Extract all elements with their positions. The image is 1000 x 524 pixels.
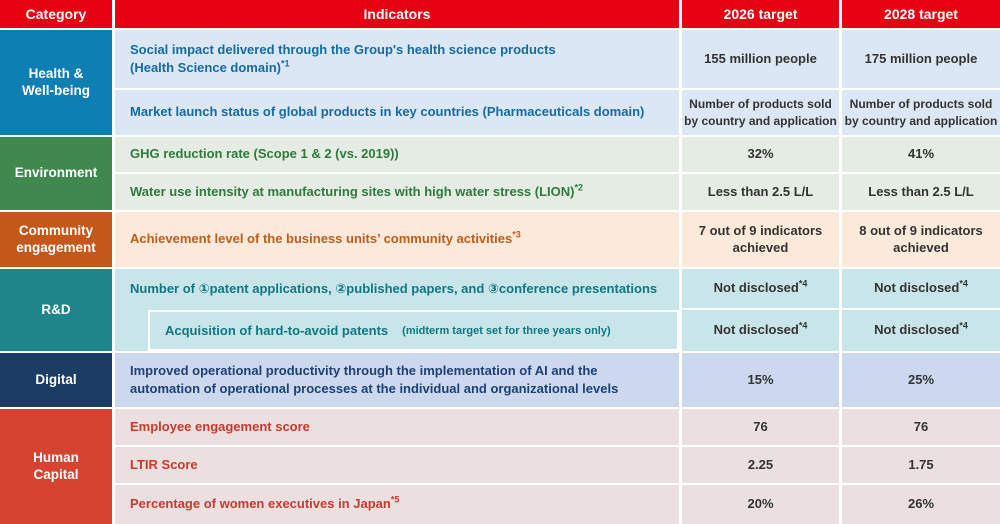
table-row: Market launch status of global products …: [115, 90, 1000, 135]
category-cell-digital: Digital: [0, 353, 112, 407]
target-2026-cell: 155 million people: [682, 30, 839, 88]
target-2028-cell: Number of products sold by country and a…: [842, 90, 1000, 135]
section-human-capital: Human Capital Employee engagement score …: [0, 409, 1000, 524]
target-2026-cell: Less than 2.5 L/L: [682, 174, 839, 210]
indicator-cell: GHG reduction rate (Scope 1 & 2 (vs. 201…: [115, 137, 679, 172]
target-2028-cell: Less than 2.5 L/L: [842, 174, 1000, 210]
sub-indicator-box: Acquisition of hard-to-avoid patents (mi…: [148, 310, 679, 351]
sub-indicator-note: (midterm target set for three years only…: [402, 324, 611, 337]
section-environment: Environment GHG reduction rate (Scope 1 …: [0, 137, 1000, 210]
target-2028-cell: 25%: [842, 353, 1000, 407]
header-indicators: Indicators: [115, 0, 679, 28]
target-2028-cell: 175 million people: [842, 30, 1000, 88]
indicator-cell: Market launch status of global products …: [115, 90, 679, 135]
target-2026-cell: 32%: [682, 137, 839, 172]
indicator-cell: Number of ①patent applications, ②publish…: [130, 280, 658, 296]
header-category: Category: [0, 0, 112, 28]
sub-indicator-label: Acquisition of hard-to-avoid patents: [165, 323, 389, 338]
target-2026-cell: 76: [682, 409, 839, 445]
target-2026-cell: 2.25: [682, 447, 839, 483]
target-2028-cell: Not disclosed*4: [842, 269, 1000, 308]
target-2028-cell: 76: [842, 409, 1000, 445]
table-row: Employee engagement score 76 76: [115, 409, 1000, 445]
target-2026-cell: 20%: [682, 485, 839, 524]
footnote-marker: *4: [798, 278, 808, 289]
indicator-cell: Improved operational productivity throug…: [115, 353, 679, 407]
section-rd: R&D Number of ①patent applications, ②pub…: [0, 269, 1000, 351]
target-2026-cell: 15%: [682, 353, 839, 407]
target-2028-cell: 1.75: [842, 447, 1000, 483]
table-row: GHG reduction rate (Scope 1 & 2 (vs. 201…: [115, 137, 1000, 172]
indicator-cell: Percentage of women executives in Japan*…: [115, 485, 679, 524]
indicator-cell: Social impact delivered through the Grou…: [115, 30, 679, 88]
section-community-engagement: Community engagement Achievement level o…: [0, 212, 1000, 267]
category-cell-rd: R&D: [0, 269, 112, 351]
target-2028-cell: Not disclosed*4: [842, 310, 1000, 351]
rd-indicator-cell: Number of ①patent applications, ②publish…: [115, 269, 679, 351]
header-2026-target: 2026 target: [682, 0, 839, 28]
table-row: Percentage of women executives in Japan*…: [115, 485, 1000, 524]
table-row: Improved operational productivity throug…: [115, 353, 1000, 407]
footnote-marker: *1: [280, 58, 290, 69]
indicator-cell: Achievement level of the business units’…: [115, 212, 679, 267]
section-digital: Digital Improved operational productivit…: [0, 353, 1000, 407]
target-2028-cell: 26%: [842, 485, 1000, 524]
table-header-row: Category Indicators 2026 target 2028 tar…: [0, 0, 1000, 28]
indicator-cell: Employee engagement score: [115, 409, 679, 445]
target-2026-cell: Not disclosed*4: [682, 310, 839, 351]
table-row: Social impact delivered through the Grou…: [115, 30, 1000, 88]
table-row: Not disclosed*4 Not disclosed*4: [682, 310, 1000, 351]
table-row: LTIR Score 2.25 1.75: [115, 447, 1000, 483]
target-2028-cell: 8 out of 9 indicators achieved: [842, 212, 1000, 267]
section-health-wellbeing: Health & Well-being Social impact delive…: [0, 30, 1000, 135]
footnote-marker: *2: [574, 182, 584, 193]
target-2026-cell: Number of products sold by country and a…: [682, 90, 839, 135]
target-2026-cell: Not disclosed*4: [682, 269, 839, 308]
footnote-marker: *4: [959, 278, 968, 289]
footnote-marker: *5: [390, 495, 400, 506]
header-2028-target: 2028 target: [842, 0, 1000, 28]
footnote-marker: *4: [798, 320, 808, 331]
category-cell-environment: Environment: [0, 137, 112, 210]
table-row: Achievement level of the business units’…: [115, 212, 1000, 267]
category-cell-health-wellbeing: Health & Well-being: [0, 30, 112, 135]
table-row: Not disclosed*4 Not disclosed*4: [682, 269, 1000, 308]
target-2028-cell: 41%: [842, 137, 1000, 172]
category-cell-human-capital: Human Capital: [0, 409, 112, 524]
footnote-marker: *3: [512, 230, 521, 241]
table-row: Water use intensity at manufacturing sit…: [115, 174, 1000, 210]
indicator-cell: Water use intensity at manufacturing sit…: [115, 174, 679, 210]
footnote-marker: *4: [959, 320, 968, 331]
indicator-cell: LTIR Score: [115, 447, 679, 483]
category-cell-community-engagement: Community engagement: [0, 212, 112, 267]
target-2026-cell: 7 out of 9 indicators achieved: [682, 212, 839, 267]
